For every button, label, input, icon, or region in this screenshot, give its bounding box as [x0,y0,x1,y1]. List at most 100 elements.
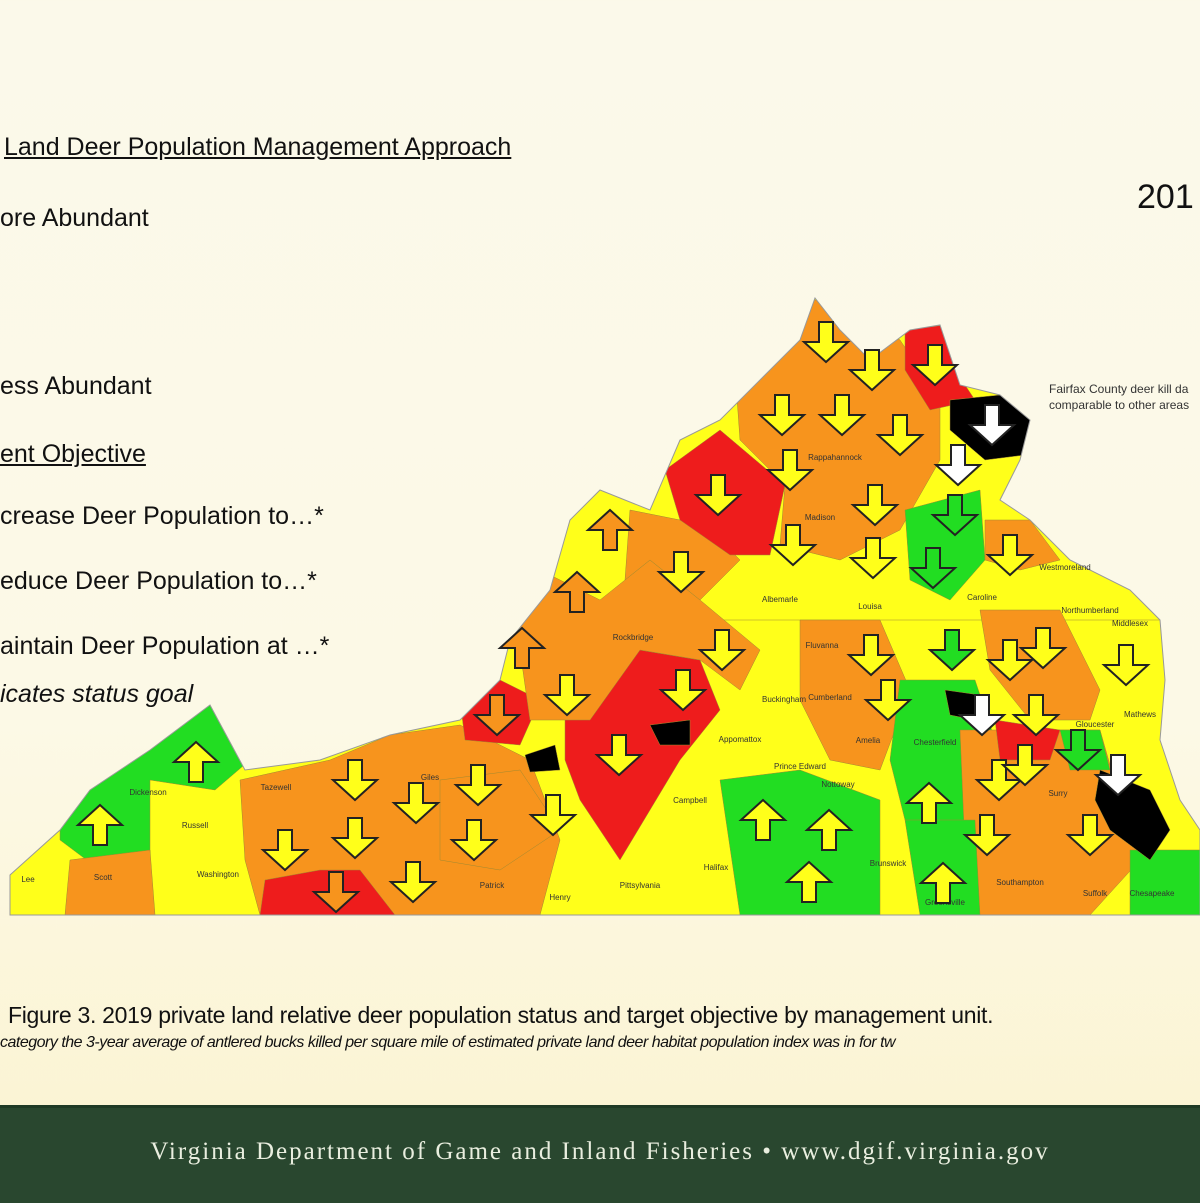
legend-increase: crease Deer Population to…* [0,502,324,530]
arrow-down-icon [528,794,578,837]
county-label: Prince Edward [774,762,826,771]
arrow-down-icon [962,814,1012,857]
legend-footnote: icates status goal [0,680,194,708]
arrow-down-icon [817,394,867,437]
arrow-down-icon [875,414,925,457]
arrow-down-icon [933,444,983,487]
county-label: Tazewell [261,783,292,792]
county-label: Pittsylvania [620,881,661,890]
management-unit-region [64,849,156,915]
management-unit-region [1094,769,1171,861]
county-label: Northumberland [1061,606,1118,615]
arrow-up-icon [552,570,602,613]
management-unit-region [1129,849,1200,915]
arrow-up-icon [738,798,788,841]
arrow-down-icon [330,817,380,860]
county-label: Henry [549,893,570,902]
arrow-down-icon [1065,814,1115,857]
arrow-down-icon [542,674,592,717]
legend-objective-title: ent Objective [0,440,146,468]
county-label: Surry [1048,789,1067,798]
arrow-down-icon [1053,729,1103,772]
arrow-down-icon [801,321,851,364]
county-label: Madison [805,513,835,522]
county-label: Louisa [858,602,882,611]
arrow-down-icon [846,634,896,677]
county-label: Cumberland [808,693,852,702]
county-label: Campbell [673,796,707,805]
arrow-down-icon [927,629,977,672]
legend-maintain: aintain Deer Population at …* [0,632,330,660]
arrow-down-icon [847,349,897,392]
arrow-down-icon [765,449,815,492]
county-label: Mathews [1124,710,1156,719]
arrow-up-icon [904,781,954,824]
arrow-down-icon [1000,744,1050,787]
county-label: Lee [21,875,35,884]
county-label: Chesapeake [1130,889,1175,898]
arrow-down-icon [1101,644,1151,687]
county-label: Halifax [704,863,728,872]
arrow-down-icon [449,819,499,862]
arrow-down-icon [957,694,1007,737]
arrow-down-icon [768,524,818,567]
county-label: Caroline [967,593,997,602]
arrow-up-icon [171,740,221,783]
arrow-down-icon [697,629,747,672]
arrow-down-icon [656,551,706,594]
arrow-up-icon [497,626,547,669]
arrow-down-icon [1018,627,1068,670]
arrow-down-icon [850,484,900,527]
county-label: Southampton [996,878,1044,887]
arrow-down-icon [967,404,1017,447]
county-label: Amelia [856,736,881,745]
county-label: Patrick [480,881,505,890]
fairfax-note-line: Fairfax County deer kill da [1049,382,1189,396]
county-label: Dickenson [129,788,166,797]
legend-title: Land Deer Population Management Approach [4,133,512,161]
arrow-down-icon [1093,754,1143,797]
arrow-down-icon [974,759,1024,802]
arrow-down-icon [910,344,960,387]
footer-text: Virginia Department of Game and Inland F… [150,1138,1050,1165]
county-label: Scott [94,873,113,882]
county-label: Russell [182,821,208,830]
county-label: Albemarle [762,595,799,604]
arrow-down-icon [848,537,898,580]
arrow-up-icon [918,861,968,904]
arrow-up-icon [585,508,635,551]
arrow-up-icon [784,860,834,903]
arrow-down-icon [260,829,310,872]
county-label: Chesterfield [914,738,957,747]
arrow-down-icon [594,734,644,777]
virginia-deer-map: Dickenson Russell Tazewell Lee Scott Washingt… [9,296,1200,916]
arrow-down-icon [985,639,1035,682]
county-label: Rappahannock [808,453,863,462]
arrow-down-icon [388,861,438,904]
arrow-down-icon [908,547,958,590]
figure-caption: Figure 3. 2019 private land relative dee… [8,1002,994,1028]
county-label: Giles [421,773,439,782]
county-label: Washington [197,870,239,879]
county-label: Nottoway [821,780,854,789]
county-label: Middlesex [1112,619,1148,628]
footer-bar: Virginia Department of Game and Inland F… [0,1105,1200,1203]
county-label: Buckingham [762,695,806,704]
arrow-down-icon [330,759,380,802]
map-year: 201 [1137,178,1194,216]
management-unit-region [649,719,691,746]
arrow-up-icon [75,803,125,846]
arrow-down-icon [311,871,361,914]
state-outline [9,296,1200,916]
arrow-down-icon [757,394,807,437]
arrow-down-icon [391,782,441,825]
county-label: Fluvanna [806,641,839,650]
county-label: Gloucester [1076,720,1115,729]
county-label: Westmoreland [1039,563,1090,572]
county-label: Suffolk [1083,889,1108,898]
county-label: Brunswick [870,859,907,868]
figure-note: category the 3-year average of antlered … [0,1034,896,1051]
management-unit-region [719,769,881,915]
arrow-down-icon [930,494,980,537]
fairfax-note: Fairfax County deer kill da comparable t… [1049,381,1189,413]
